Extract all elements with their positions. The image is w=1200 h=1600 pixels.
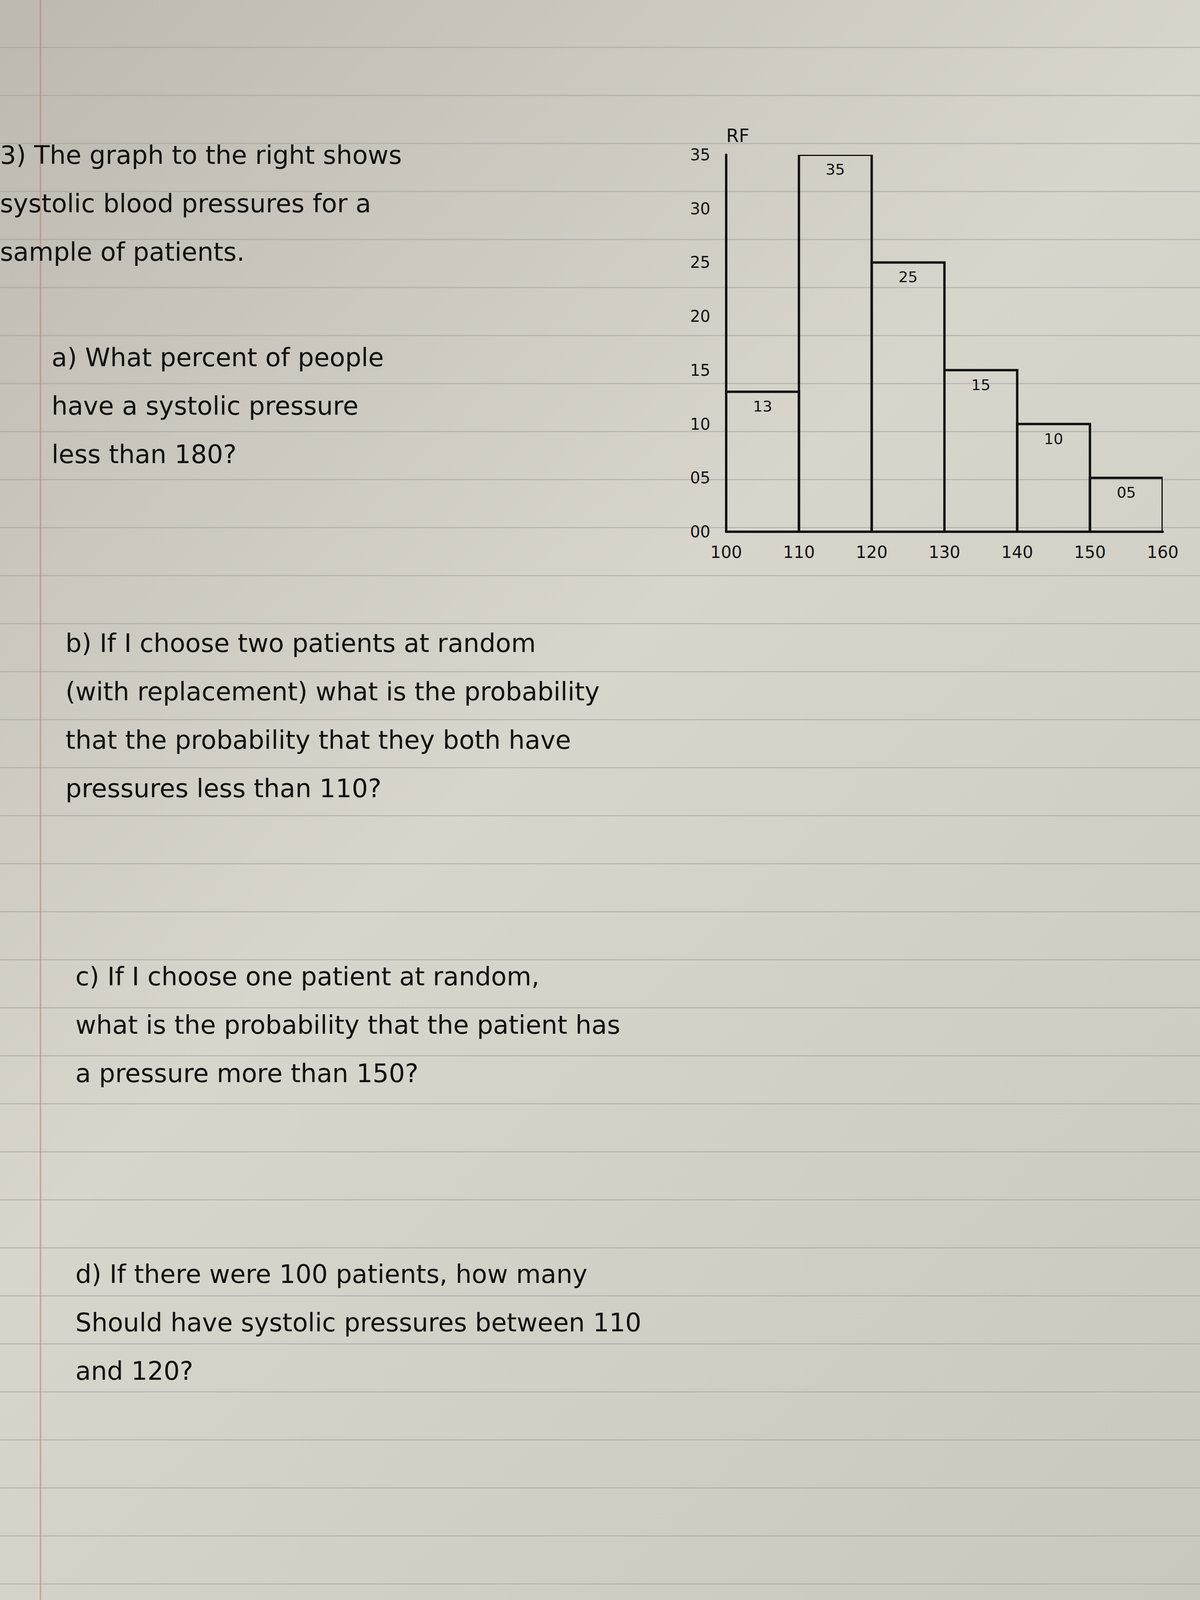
html-text:that the probability that they: that the probability that they both have (65, 725, 571, 755)
html-text:c) If I choose one patient at: c) If I choose one patient at random, (75, 961, 540, 992)
html-text:a pressure more than 150?: a pressure more than 150? (75, 1058, 419, 1089)
svg-text:00: 00 (690, 522, 711, 541)
svg-text:35: 35 (825, 160, 845, 179)
svg-text:RF: RF (726, 125, 750, 147)
svg-text:05: 05 (690, 468, 711, 487)
html-text:less than 180?: less than 180? (51, 439, 237, 470)
svg-text:100: 100 (710, 542, 743, 562)
html-text:what is the probability that t: what is the probability that the patient… (75, 1010, 621, 1040)
svg-text:25: 25 (690, 253, 711, 272)
svg-text:10: 10 (1044, 430, 1064, 448)
html-text:b) If I choose two patients at: b) If I choose two patients at random (65, 628, 536, 658)
svg-text:130: 130 (928, 542, 961, 562)
svg-text:25: 25 (898, 268, 918, 286)
svg-text:160: 160 (1146, 542, 1179, 562)
html-text:Should have systolic pressures: Should have systolic pressures between 1… (75, 1307, 642, 1338)
svg-text:15: 15 (971, 376, 991, 394)
svg-text:110: 110 (782, 542, 815, 562)
html-text:systolic blood pressures for a: systolic blood pressures for a (0, 188, 372, 219)
svg-text:20: 20 (690, 307, 711, 326)
html-text:3) The graph to the right show: 3) The graph to the right shows (0, 140, 402, 170)
svg-text:120: 120 (855, 542, 888, 562)
html-text:have a systolic pressure: have a systolic pressure (51, 391, 359, 421)
html-text:pressures less than 110?: pressures less than 110? (65, 773, 382, 804)
svg-text:30: 30 (690, 199, 711, 218)
html-text:(with replacement) what is the: (with replacement) what is the probabili… (65, 676, 600, 707)
html-text:sample of patients.: sample of patients. (0, 237, 245, 267)
svg-text:150: 150 (1074, 542, 1106, 562)
html-text:and 120?: and 120? (75, 1356, 194, 1386)
svg-text:05: 05 (1116, 483, 1136, 502)
html-text:a) What percent of people: a) What percent of people (51, 342, 384, 373)
svg-text:140: 140 (1001, 542, 1033, 562)
html-text:d) If there were 100 patients,: d) If there were 100 patients, how many (75, 1259, 588, 1289)
svg-text:15: 15 (690, 361, 711, 380)
svg-text:10: 10 (690, 415, 711, 434)
svg-text:35: 35 (690, 145, 711, 164)
svg-text:13: 13 (752, 397, 772, 416)
